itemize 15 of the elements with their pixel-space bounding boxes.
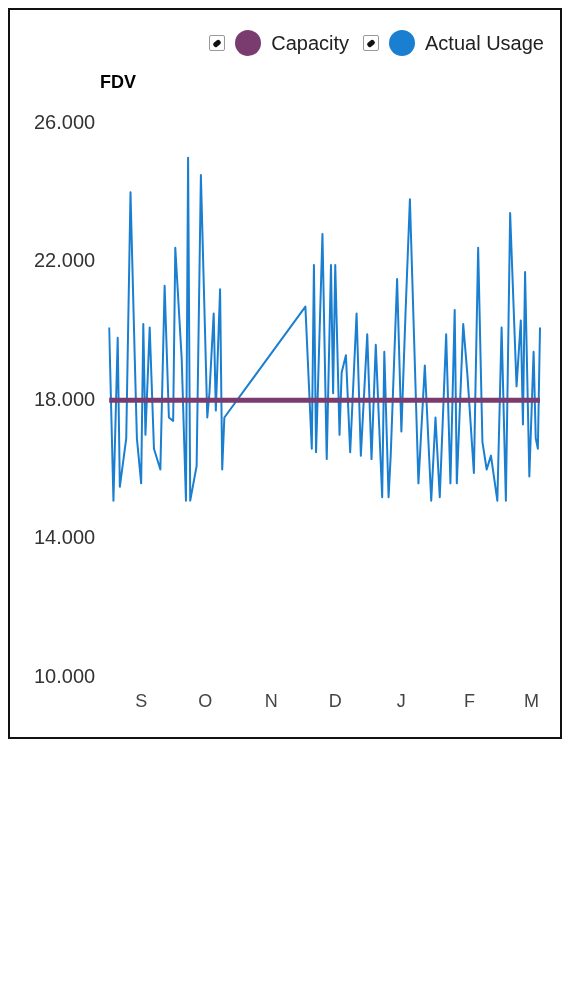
y-tick-label: 26.000 xyxy=(34,110,96,133)
x-tick-label: M xyxy=(523,691,539,712)
y-tick-label: 10.000 xyxy=(34,664,96,687)
x-tick-label: O xyxy=(198,691,213,712)
legend-label: Actual Usage xyxy=(425,31,544,55)
x-tick-label: D xyxy=(328,691,342,712)
y-tick-label: 18.000 xyxy=(34,387,96,410)
x-tick-label: S xyxy=(135,691,148,712)
x-tick-label: J xyxy=(396,691,406,712)
x-tick-label: F xyxy=(464,691,476,712)
chart-title: FDV xyxy=(99,72,137,94)
y-tick-label: 22.000 xyxy=(34,249,96,272)
y-tick-label: 14.000 xyxy=(34,526,96,549)
legend-label: Capacity xyxy=(271,31,350,55)
x-tick-label: N xyxy=(264,691,278,712)
